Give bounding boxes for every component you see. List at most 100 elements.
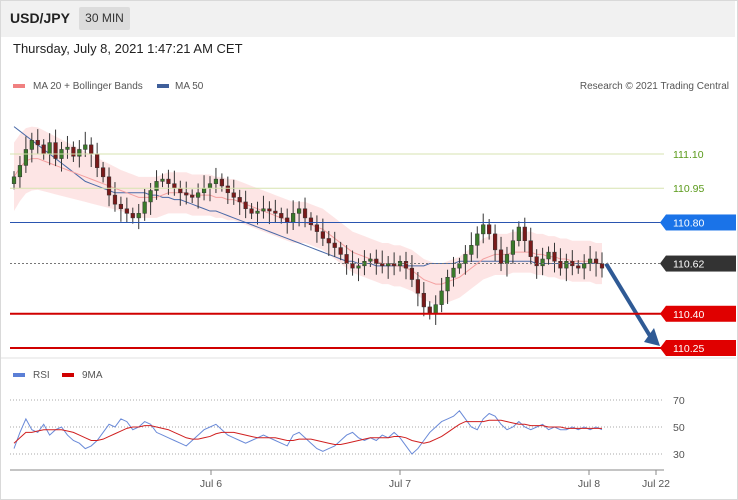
legend-ma50-label: MA 50 bbox=[175, 81, 204, 92]
candle-body bbox=[421, 292, 426, 308]
credit-label: Research © 2021 Trading Central bbox=[580, 81, 729, 92]
timeframe-button[interactable]: 30 MIN bbox=[79, 7, 130, 30]
candle-body bbox=[166, 178, 171, 184]
candle-body bbox=[17, 165, 23, 178]
candle-body bbox=[445, 276, 450, 292]
candle-body bbox=[510, 240, 516, 255]
candle-body bbox=[433, 304, 438, 315]
price-levels: 111.10 110.95 110.80 110.62 110.40 110.25 bbox=[10, 149, 736, 356]
level-label-110-40: 110.40 bbox=[673, 309, 704, 321]
candle-body bbox=[320, 231, 325, 239]
candle-body bbox=[207, 183, 213, 189]
candle-body bbox=[558, 261, 563, 269]
legend-rsi-label: RSI bbox=[33, 370, 50, 381]
level-label-110-95: 110.95 bbox=[673, 183, 704, 195]
bollinger-band bbox=[14, 126, 602, 305]
level-label-110-80: 110.80 bbox=[673, 217, 704, 229]
candle-body bbox=[136, 213, 141, 219]
x-label-jul6: Jul 6 bbox=[200, 478, 222, 490]
level-label-110-62: 110.62 bbox=[673, 259, 704, 271]
forecast-arrow-shaft bbox=[604, 262, 652, 338]
candle-body bbox=[522, 226, 527, 241]
candle-body bbox=[528, 240, 533, 257]
candle-body bbox=[41, 144, 46, 155]
candle-body bbox=[534, 256, 539, 267]
candle-body bbox=[219, 178, 224, 187]
symbol-label: USD/JPY bbox=[10, 10, 70, 26]
candle-body bbox=[89, 144, 94, 155]
x-label-jul8: Jul 8 bbox=[578, 478, 600, 490]
candle-body bbox=[403, 261, 409, 269]
candle-body bbox=[160, 178, 165, 182]
candle-body bbox=[469, 245, 474, 255]
candle-body bbox=[338, 247, 343, 255]
rsi-level-label-30: 30 bbox=[673, 449, 685, 461]
candle-body bbox=[487, 224, 492, 235]
legend-9ma-swatch bbox=[62, 373, 74, 377]
candle-body bbox=[415, 279, 420, 294]
candle-body bbox=[196, 192, 201, 198]
candle-body bbox=[130, 213, 135, 219]
candle-body bbox=[83, 144, 88, 150]
candle-body bbox=[498, 249, 504, 264]
candle-body bbox=[53, 142, 58, 159]
candle-body bbox=[112, 194, 118, 205]
candle-body bbox=[190, 194, 195, 198]
rsi-level-label-70: 70 bbox=[673, 395, 685, 407]
candle-body bbox=[118, 203, 124, 210]
rsi-line bbox=[13, 410, 603, 455]
candle-body bbox=[279, 213, 284, 219]
rsi-ma-line bbox=[13, 419, 602, 446]
legend-ma50-swatch bbox=[157, 84, 169, 88]
candle-body bbox=[106, 176, 112, 196]
rsi-plot: 70 50 30 bbox=[10, 395, 685, 461]
candle-body bbox=[142, 201, 147, 214]
level-badge-pointer-110-25 bbox=[660, 340, 666, 356]
candle-body bbox=[302, 208, 308, 219]
candle-body bbox=[231, 192, 236, 198]
forecast-arrow-head bbox=[644, 328, 660, 346]
candle-body bbox=[308, 217, 314, 226]
candle-body bbox=[71, 146, 76, 157]
candle-body bbox=[457, 263, 462, 269]
x-label-jul22: Jul 22 bbox=[642, 478, 670, 490]
candle-body bbox=[350, 263, 355, 269]
candle-body bbox=[178, 187, 183, 194]
candle-body bbox=[546, 251, 551, 260]
candle-body bbox=[225, 185, 230, 194]
candle-body bbox=[249, 208, 254, 214]
candle-body bbox=[552, 251, 557, 262]
candle-body bbox=[593, 258, 599, 264]
datetime-label: Thursday, July 8, 2021 1:47:21 AM CET bbox=[13, 41, 243, 56]
level-label-111-10: 111.10 bbox=[673, 149, 704, 161]
candle-body bbox=[463, 254, 468, 264]
legend-rsi-swatch bbox=[13, 373, 25, 377]
candle-body bbox=[356, 265, 361, 269]
legend-ma20-swatch bbox=[13, 84, 25, 88]
candle-body bbox=[344, 254, 349, 264]
candle-body bbox=[291, 213, 296, 223]
candle-body bbox=[255, 210, 260, 214]
candle-body bbox=[374, 258, 379, 264]
level-label-110-25: 110.25 bbox=[673, 343, 704, 355]
price-plot bbox=[11, 126, 660, 346]
candle-body bbox=[439, 290, 444, 305]
candle-body bbox=[516, 226, 521, 241]
candle-body bbox=[184, 192, 189, 196]
level-badge-110-40 bbox=[666, 305, 736, 322]
candle-body bbox=[540, 258, 545, 267]
level-badge-110-80 bbox=[666, 214, 736, 231]
candle-body bbox=[77, 149, 82, 157]
candle-body bbox=[100, 167, 106, 178]
level-badge-110-25 bbox=[666, 340, 736, 356]
candle-body bbox=[481, 224, 486, 235]
level-badge-pointer-110-40 bbox=[660, 305, 666, 322]
candle-body bbox=[261, 208, 266, 212]
x-label-jul7: Jul 7 bbox=[389, 478, 411, 490]
level-badge-pointer-110-80 bbox=[660, 214, 666, 231]
candle-body bbox=[65, 146, 70, 150]
ma20-line bbox=[13, 158, 602, 285]
candle-body bbox=[599, 263, 605, 269]
candle-body bbox=[492, 233, 498, 251]
